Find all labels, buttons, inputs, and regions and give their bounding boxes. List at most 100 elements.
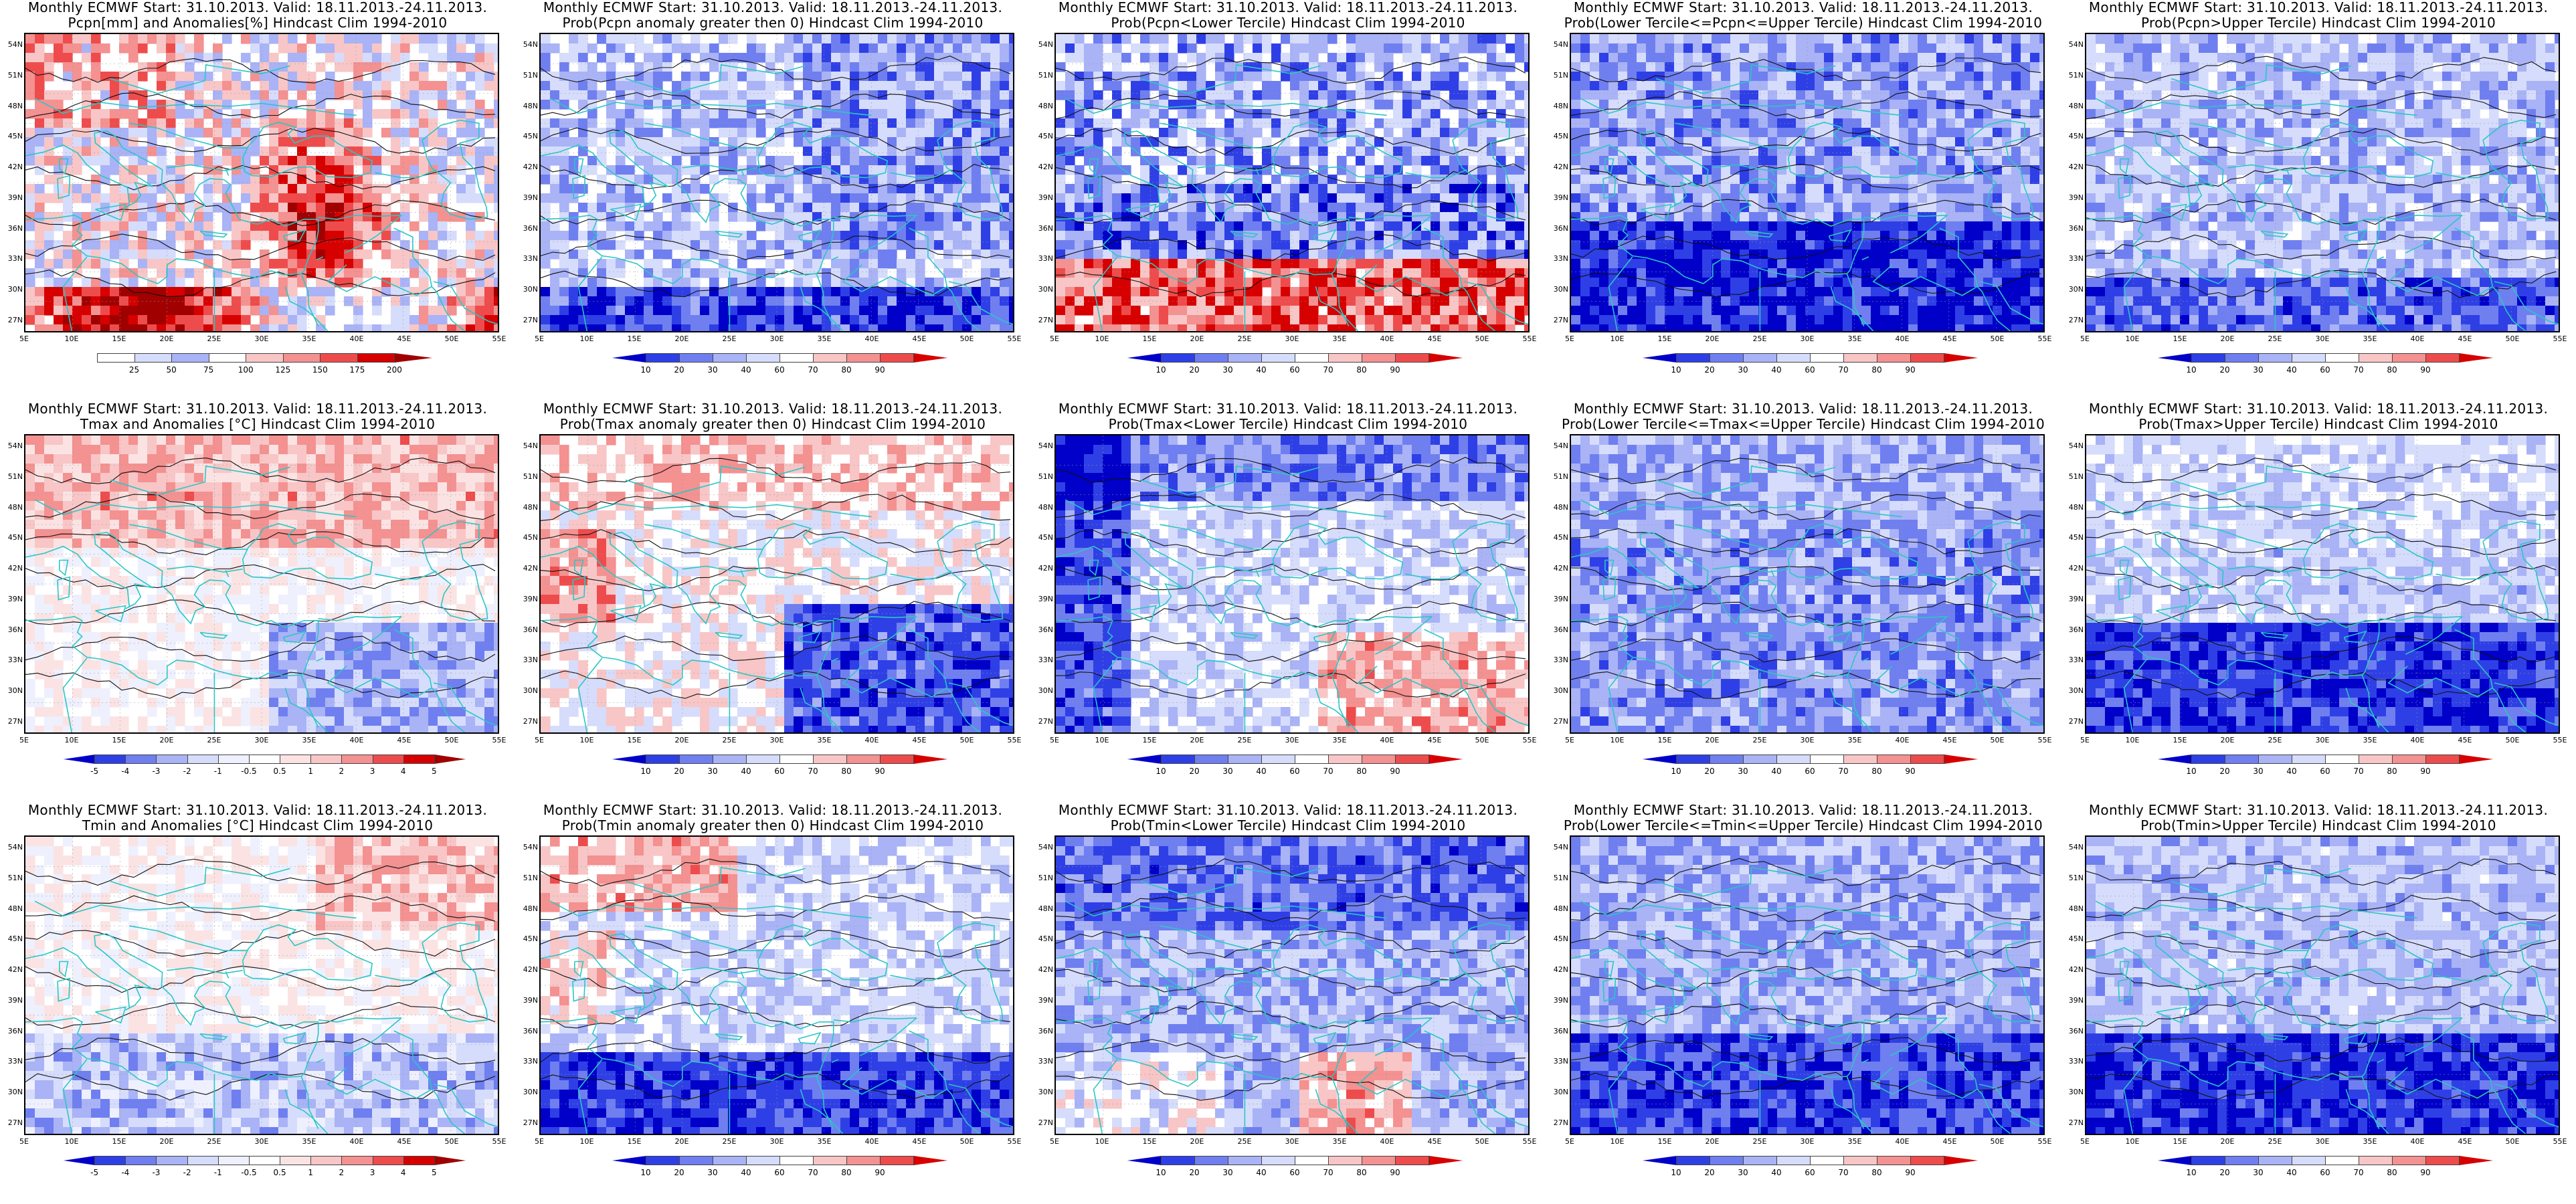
coastline [816, 273, 844, 331]
coastline [1424, 227, 1463, 287]
coastline [541, 1017, 817, 1087]
colorbar-segment [2292, 1156, 2326, 1165]
lat-tick-label: 51N [2061, 472, 2084, 481]
colorbar-segment [612, 1156, 646, 1165]
contour-line [1571, 199, 2041, 225]
coastline [2123, 256, 2148, 331]
coastline [1979, 1084, 2043, 1128]
contour-line [2086, 1072, 2557, 1100]
coastline [95, 1006, 126, 1024]
colorbar-tick-label: 0.5 [266, 1168, 293, 1177]
colorbar-tick-label: 150 [306, 365, 333, 375]
coastline [1087, 576, 1101, 601]
colorbar-tick-label: 90 [2412, 365, 2439, 375]
shaded-field [541, 34, 1013, 331]
panel-title-line1: Monthly ECMWF Start: 31.10.2013. Valid: … [0, 803, 515, 818]
colorbar-segment [2225, 1156, 2259, 1165]
coastline [625, 64, 806, 94]
colorbar-segment [403, 1156, 435, 1165]
lat-tick-label: 42N [0, 163, 23, 171]
contour-line [2086, 965, 2557, 990]
lat-tick-label: 30N [0, 1088, 23, 1096]
colorbar-segment [880, 1156, 914, 1165]
lon-tick-label: 55E [2547, 736, 2573, 744]
coastline [1655, 465, 1836, 496]
colorbar [1643, 1156, 1978, 1165]
coastline [1846, 273, 1874, 331]
colorbar [612, 353, 947, 363]
lat-tick-label: 42N [1030, 965, 1053, 974]
coastline [327, 1067, 432, 1099]
lon-tick-label: 20E [153, 736, 180, 744]
lon-tick-label: 35E [1841, 736, 1868, 744]
coastline [1230, 1033, 1259, 1041]
lat-tick-label: 33N [1030, 656, 1053, 664]
lat-tick-label: 54N [2061, 843, 2084, 851]
colorbar-tick-label: -4 [112, 767, 139, 776]
lon-tick-label: 15E [1651, 334, 1678, 343]
coastline [1920, 169, 1983, 179]
lon-tick-label: 40E [1889, 736, 1916, 744]
coastline [800, 1089, 834, 1129]
panel-title-line1: Monthly ECMWF Start: 31.10.2013. Valid: … [2061, 803, 2576, 818]
coastline [318, 214, 402, 220]
lon-tick-label: 20E [1184, 1137, 1210, 1146]
colorbar-segment [1810, 353, 1844, 363]
colorbar-segment [2225, 755, 2259, 764]
coastline [1255, 569, 1260, 577]
lon-tick-label: 25E [2262, 736, 2288, 744]
lon-tick-label: 25E [2262, 334, 2288, 343]
lon-tick-label: 40E [1889, 1137, 1916, 1146]
colorbar-segment [434, 1156, 466, 1165]
lon-tick-label: 20E [153, 1137, 180, 1146]
colorbar-tick-label: -2 [174, 1168, 201, 1177]
coastline [2156, 1006, 2187, 1024]
contour-line [1571, 565, 2041, 591]
coastline [1602, 977, 1617, 1002]
contour-line [1056, 601, 1526, 628]
lat-tick-label: 48N [2061, 503, 2084, 512]
coastline [2492, 286, 2526, 331]
colorbar-segment [2258, 755, 2292, 764]
lat-tick-label: 48N [515, 904, 538, 913]
panel-title-line1: Monthly ECMWF Start: 31.10.2013. Valid: … [515, 401, 1030, 417]
colorbar-tick-label: 60 [1281, 1168, 1308, 1177]
colorbar-segment [913, 755, 947, 764]
colorbar-segment [1362, 353, 1396, 363]
coastline [2171, 465, 2351, 496]
contour-line [1056, 965, 1526, 994]
colorbar-segment [2191, 1156, 2225, 1165]
coastline [1641, 1006, 1672, 1024]
colorbar-segment [2258, 1156, 2292, 1165]
shaded-field [541, 837, 1013, 1134]
coastline [1846, 1076, 1874, 1134]
map-panel-r3c4: Monthly ECMWF Start: 31.10.2013. Valid: … [1546, 803, 2061, 1204]
colorbar-tick-label: -3 [143, 767, 169, 776]
coastline [948, 1084, 1013, 1128]
coastline [225, 971, 229, 979]
lat-tick-label: 48N [1546, 102, 1568, 110]
colorbar-tick-label: 5 [421, 767, 448, 776]
lat-tick-label: 30N [2061, 1088, 2084, 1096]
lat-tick-label: 36N [1030, 224, 1053, 233]
coastline [110, 465, 290, 496]
contour-line [25, 58, 496, 84]
panel-title: Monthly ECMWF Start: 31.10.2013. Valid: … [0, 0, 515, 31]
coastline [740, 168, 745, 176]
coastline [284, 1089, 319, 1129]
coastline [715, 1033, 743, 1041]
coastline [1346, 658, 1354, 662]
lat-tick-label: 33N [0, 1057, 23, 1066]
coastline [572, 175, 586, 199]
lat-tick-label: 33N [1546, 656, 1568, 664]
coastline [1863, 615, 1948, 621]
colorbar-segment [1429, 755, 1463, 764]
lon-tick-label: 5E [1041, 736, 1068, 744]
coastline [2095, 98, 2417, 116]
lat-tick-label: 30N [515, 686, 538, 695]
lat-tick-label: 33N [1030, 254, 1053, 263]
lon-tick-label: 55E [2031, 1137, 2058, 1146]
coastline [1313, 229, 1337, 242]
contour-line [541, 670, 1011, 699]
lon-tick-label: 15E [1136, 736, 1163, 744]
